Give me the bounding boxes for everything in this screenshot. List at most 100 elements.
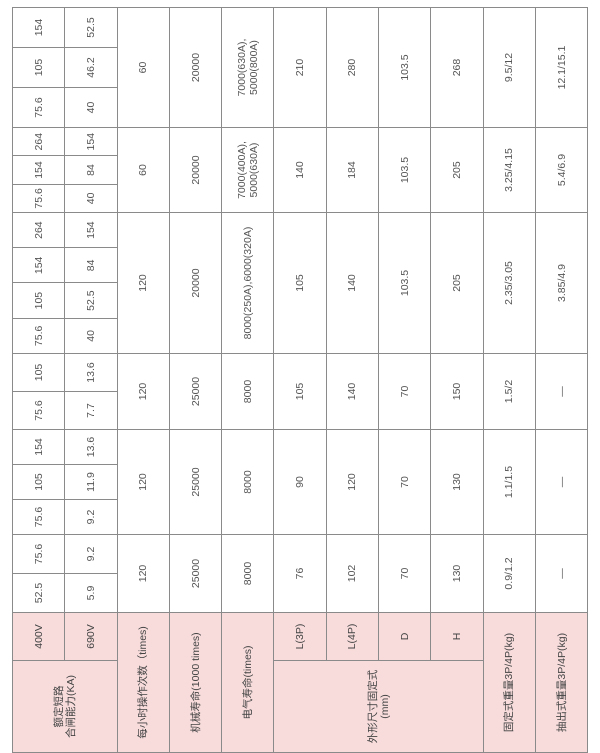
d-cell: 70 — [378, 353, 431, 430]
drawout-weight-cell: — — [535, 429, 588, 535]
elec-cell: 7000(400A), 5000(630A) — [221, 127, 274, 213]
l3p-cell: 210 — [273, 7, 327, 128]
spec-table: 额定短路 合闸能力(KA) 400V 52.5 75.6 75.6 105 154 75.6 1… — [12, 7, 588, 753]
elec-cell: 8000 — [221, 353, 274, 430]
header-dimensions: 外形尺寸固定式 (mm) — [273, 660, 484, 753]
d-cell: 103.5 — [378, 127, 431, 213]
breaking-400v-cell: 154 — [12, 429, 65, 465]
elec-cell: 7000(630A), 5000(800A) — [221, 7, 274, 128]
table-row: L(4P) 102 120 140 140 184 280 — [326, 7, 379, 753]
fixed-weight-cell: 3.25/4.15 — [483, 127, 536, 213]
table-row: 电气寿命(times) 8000 8000 8000 8000(250A),6000(3… — [221, 7, 274, 753]
breaking-400v-cell: 75.6 — [12, 391, 65, 430]
breaking-400v-cell: 75.6 — [12, 534, 65, 574]
breaking-690v-cell: 154 — [64, 127, 118, 156]
table-row: 额定短路 合闸能力(KA) 400V 52.5 75.6 75.6 105 154 75.6 1… — [12, 7, 118, 753]
elec-cell: 8000 — [221, 534, 274, 613]
breaking-400v-cell: 52.5 — [12, 573, 65, 613]
d-cell: 70 — [378, 429, 431, 535]
table-row: H 130 130 150 205 205 268 — [430, 7, 484, 753]
mech-cell: 20000 — [169, 127, 222, 213]
l3p-cell: 90 — [273, 429, 327, 535]
breaking-690v-cell: 9.2 — [64, 534, 118, 574]
table-row: 抽出式重量3P/4P(kg) — — —3.85/4.9 5.4/6.9 12.1/15.… — [535, 7, 588, 753]
breaking-400v-cell: 154 — [12, 7, 65, 48]
breaking-690v-cell: 40 — [64, 184, 118, 213]
breaking-690v-cell: 9.2 — [64, 499, 118, 535]
breaking-400v-cell: 105 — [12, 47, 65, 88]
table-row: 每小时操作次数（times) 120 120 120 120 60 60 — [117, 7, 170, 753]
elec-cell: 8000(250A),6000(320A) — [221, 212, 274, 354]
l4p-cell: 280 — [326, 7, 379, 128]
header-ops-per-hour: 每小时操作次数（times) — [117, 612, 170, 753]
header-l4p: L(4P) — [326, 612, 379, 661]
drawout-weight-cell: 12.1/15.1 — [535, 7, 588, 128]
l4p-cell: 102 — [326, 534, 379, 613]
header-fixed-weight: 固定式重量3P/4P(kg) — [483, 612, 536, 753]
spec-table-rotated: 额定短路 合闸能力(KA) 400V 52.5 75.6 75.6 105 154 75.6 1… — [12, 7, 588, 753]
ops-cell: 120 — [117, 429, 170, 535]
breaking-400v-cell: 154 — [12, 247, 65, 283]
header-d: D — [378, 612, 431, 661]
breaking-690v-cell: 52.5 — [64, 7, 118, 48]
breaking-690v-cell: 7.7 — [64, 391, 118, 430]
h-cell: 130 — [430, 534, 484, 613]
l4p-cell: 120 — [326, 429, 379, 535]
h-cell: 130 — [430, 429, 484, 535]
drawout-weight-cell: — — [535, 534, 588, 613]
l4p-cell: 140 — [326, 353, 379, 430]
breaking-690v-cell: 5.9 — [64, 573, 118, 613]
mech-cell: 25000 — [169, 353, 222, 430]
l3p-cell: 105 — [273, 353, 327, 430]
elec-cell: 8000 — [221, 429, 274, 535]
fixed-weight-cell: 1.1/1.5 — [483, 429, 536, 535]
breaking-400v-cell: 105 — [12, 283, 65, 319]
breaking-690v-cell: 40 — [64, 318, 118, 354]
breaking-400v-cell: 75.6 — [12, 87, 65, 128]
table-row: 固定式重量3P/4P(kg) 0.9/1.2 1.1/1.5 1.5/2 2.35/3.… — [483, 7, 536, 753]
header-400v: 400V — [12, 612, 65, 661]
breaking-690v-cell: 84 — [64, 247, 118, 283]
l4p-cell: 140 — [326, 212, 379, 354]
mech-cell: 20000 — [169, 212, 222, 354]
breaking-690v-cell: 13.6 — [64, 429, 118, 465]
header-690v: 690V — [64, 612, 118, 661]
h-cell: 150 — [430, 353, 484, 430]
breaking-690v-cell: 84 — [64, 155, 118, 185]
ops-cell: 120 — [117, 212, 170, 354]
ops-cell: 120 — [117, 534, 170, 613]
l3p-cell: 105 — [273, 212, 327, 354]
h-cell: 268 — [430, 7, 484, 128]
fixed-weight-cell: 2.35/3.05 — [483, 212, 536, 354]
breaking-400v-cell: 75.6 — [12, 499, 65, 535]
d-cell: 70 — [378, 534, 431, 613]
header-h: H — [430, 612, 484, 661]
breaking-690v-cell: 11.9 — [64, 464, 118, 500]
l3p-cell: 76 — [273, 534, 327, 613]
breaking-690v-cell: 46.2 — [64, 47, 118, 88]
breaking-690v-cell: 52.5 — [64, 283, 118, 319]
breaking-690v-cell: 154 — [64, 212, 118, 248]
ops-cell: 60 — [117, 7, 170, 128]
breaking-400v-cell: 75.6 — [12, 318, 65, 354]
breaking-400v-cell: 75.6 — [12, 184, 65, 213]
h-cell: 205 — [430, 127, 484, 213]
breaking-400v-cell: 264 — [12, 127, 65, 156]
table-row: D 70 70 70 103.5 103.5 103.5 — [378, 7, 431, 753]
mech-cell: 25000 — [169, 534, 222, 613]
d-cell: 103.5 — [378, 212, 431, 354]
header-l3p: L(3P) — [273, 612, 327, 661]
table-row: 690V 5.9 9.2 9.2 11.9 13.6 7.7 13.6 40 52.5 84 154 4… — [64, 7, 118, 753]
ops-cell: 60 — [117, 127, 170, 213]
breaking-400v-cell: 105 — [12, 353, 65, 392]
breaking-690v-cell: 40 — [64, 87, 118, 128]
l3p-cell: 140 — [273, 127, 327, 213]
table-row: 外形尺寸固定式 (mm) L(3P) 76 90 105 105 140 210 — [273, 7, 484, 753]
breaking-400v-cell: 105 — [12, 464, 65, 500]
header-mechanical-life: 机械寿命(1000 times) — [169, 612, 222, 753]
fixed-weight-cell: 9.5/12 — [483, 7, 536, 128]
mech-cell: 20000 — [169, 7, 222, 128]
drawout-weight-cell: 5.4/6.9 — [535, 127, 588, 213]
ops-cell: 120 — [117, 353, 170, 430]
header-electrical-life: 电气寿命(times) — [221, 612, 274, 753]
